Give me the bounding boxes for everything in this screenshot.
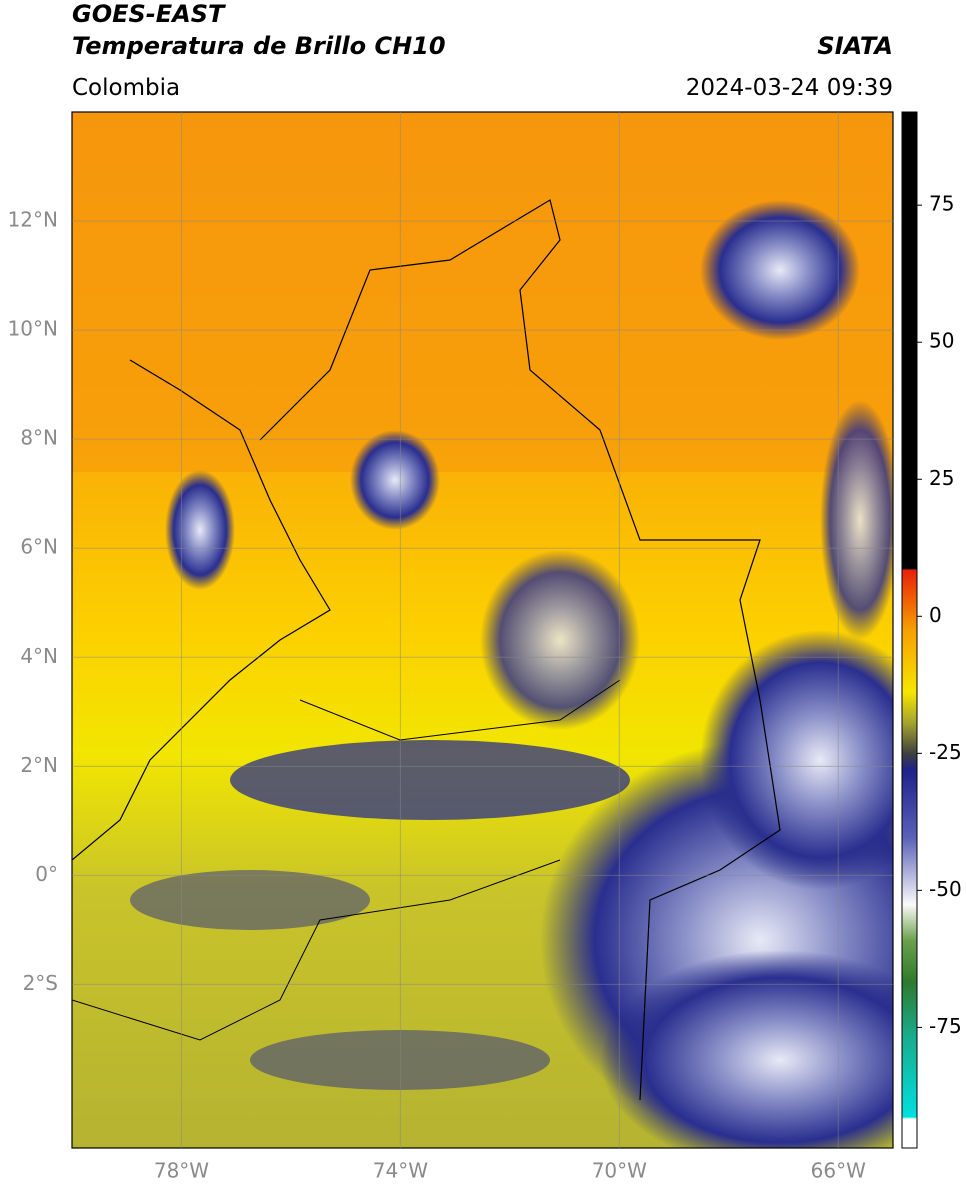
y-tick-label: 8°N <box>20 426 58 450</box>
y-tick-label: 2°S <box>23 971 58 995</box>
timestamp: 2024-03-24 09:39 <box>686 75 893 101</box>
y-tick-label: 10°N <box>8 317 58 341</box>
x-tick-label: 70°W <box>592 1159 647 1183</box>
colorbar-tick-label: -50 <box>929 877 962 901</box>
y-tick-label: 2°N <box>20 753 58 777</box>
y-tick-label: 12°N <box>8 208 58 232</box>
source: SIATA <box>817 32 893 60</box>
x-tick-label: 78°W <box>154 1159 209 1183</box>
region: Colombia <box>72 75 180 101</box>
x-tick-label: 74°W <box>373 1159 428 1183</box>
satellite-image <box>72 112 893 1148</box>
y-tick-label: 0° <box>35 862 58 886</box>
map-frame <box>71 111 894 1149</box>
y-tick-label: 6°N <box>20 535 58 559</box>
subtitle: Temperatura de Brillo CH10 <box>72 32 446 60</box>
colorbar-tick-label: 50 <box>929 329 954 353</box>
x-tick-label: 66°W <box>811 1159 866 1183</box>
colorbar-tick-label: -25 <box>929 740 962 764</box>
y-tick-label: 4°N <box>20 644 58 668</box>
colorbar-tick-label: 0 <box>929 603 942 627</box>
colorbar-tick-label: 75 <box>929 192 954 216</box>
colorbar-tick-label: 25 <box>929 466 954 490</box>
colorbar-tick-label: -75 <box>929 1014 962 1038</box>
colorbar <box>901 111 918 1149</box>
title: GOES-EAST <box>72 0 226 28</box>
